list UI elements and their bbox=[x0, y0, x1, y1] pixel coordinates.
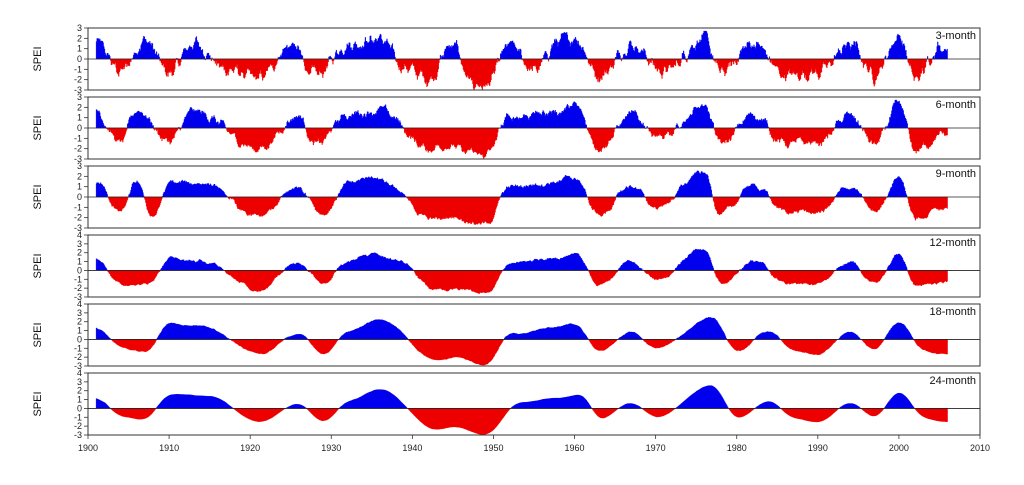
y-tick-label: -1 bbox=[74, 274, 82, 284]
y-tick-label: 1 bbox=[77, 257, 82, 267]
panel-label: 24-month bbox=[930, 375, 976, 387]
y-tick-label: -3 bbox=[74, 430, 82, 440]
y-tick-label: 2 bbox=[77, 102, 82, 112]
y-tick-label: -2 bbox=[74, 283, 82, 293]
panel-frame bbox=[87, 27, 981, 91]
panel-label: 3-month bbox=[936, 30, 976, 42]
y-tick-label: -2 bbox=[74, 352, 82, 362]
x-tick-label: 1930 bbox=[321, 443, 341, 453]
y-tick-label: 2 bbox=[77, 386, 82, 396]
y-tick-label: -2 bbox=[74, 144, 82, 154]
y-tick-label: -1 bbox=[74, 64, 82, 74]
y-tick-label: -1 bbox=[74, 343, 82, 353]
y-tick-label: -2 bbox=[74, 75, 82, 85]
panel-label: 9-month bbox=[936, 168, 976, 180]
y-tick-label: 0 bbox=[77, 123, 82, 133]
y-tick-label: 0 bbox=[77, 54, 82, 64]
x-tick-label: 2000 bbox=[889, 443, 909, 453]
series-negative-area bbox=[110, 58, 935, 90]
y-tick-label: 2 bbox=[77, 171, 82, 181]
y-tick-label: 1 bbox=[77, 182, 82, 192]
y-tick-label: -1 bbox=[74, 133, 82, 143]
y-tick-label: -3 bbox=[74, 85, 82, 95]
series-positive-area bbox=[95, 99, 908, 129]
panel-frame bbox=[87, 165, 981, 229]
series-negative-area bbox=[106, 127, 948, 159]
y-axis-label: SPEI bbox=[32, 46, 44, 71]
x-tick-label: 2010 bbox=[970, 443, 990, 453]
y-axis-label: SPEI bbox=[32, 391, 44, 416]
panel-frame bbox=[87, 372, 981, 436]
x-tick-label: 1970 bbox=[646, 443, 666, 453]
y-tick-label: 1 bbox=[77, 113, 82, 123]
series-positive-area bbox=[95, 385, 915, 409]
y-tick-label: -3 bbox=[74, 154, 82, 164]
x-axis: 1900 1910 1920 1930 1940 1950 1960 1970 1980 1990… bbox=[78, 435, 990, 453]
y-tick-label: 3 bbox=[77, 92, 82, 102]
y-tick-label: 1 bbox=[77, 326, 82, 336]
y-tick-label: 1 bbox=[77, 395, 82, 405]
x-tick-label: 1980 bbox=[727, 443, 747, 453]
y-tick-label: 4 bbox=[77, 368, 82, 378]
y-tick-label: 1 bbox=[77, 44, 82, 54]
x-tick-label: 1950 bbox=[483, 443, 503, 453]
y-tick-label: 3 bbox=[77, 377, 82, 387]
series-positive-area bbox=[95, 170, 908, 198]
y-tick-label: -1 bbox=[74, 412, 82, 422]
panel-label: 18-month bbox=[930, 306, 976, 318]
y-tick-label: 4 bbox=[77, 230, 82, 240]
series-negative-area bbox=[108, 196, 948, 225]
x-tick-label: 1910 bbox=[159, 443, 179, 453]
series-positive-area bbox=[95, 317, 914, 340]
x-tick-label: 1990 bbox=[808, 443, 828, 453]
y-tick-label: 3 bbox=[77, 23, 82, 33]
x-tick-label: 1960 bbox=[565, 443, 585, 453]
x-tick-label: 1920 bbox=[240, 443, 260, 453]
y-tick-label: 3 bbox=[77, 161, 82, 171]
y-tick-label: -3 bbox=[74, 292, 82, 302]
panel-label: 12-month bbox=[930, 237, 976, 249]
y-axis-label: SPEI bbox=[32, 184, 44, 209]
y-tick-label: 3 bbox=[77, 239, 82, 249]
series-negative-area bbox=[110, 408, 948, 435]
y-tick-label: -3 bbox=[74, 223, 82, 233]
series-positive-area bbox=[95, 30, 948, 60]
panel-frame bbox=[87, 96, 981, 160]
y-tick-label: 2 bbox=[77, 317, 82, 327]
y-tick-label: 0 bbox=[77, 265, 82, 275]
x-tick-label: 1940 bbox=[402, 443, 422, 453]
y-tick-label: 0 bbox=[77, 403, 82, 413]
y-tick-label: 2 bbox=[77, 248, 82, 258]
y-tick-label: 0 bbox=[77, 334, 82, 344]
y-axis-label: SPEI bbox=[32, 115, 44, 140]
y-tick-label: -3 bbox=[74, 361, 82, 371]
y-axis-label: SPEI bbox=[32, 322, 44, 347]
y-tick-label: 2 bbox=[77, 33, 82, 43]
y-tick-label: 3 bbox=[77, 308, 82, 318]
y-tick-label: -2 bbox=[74, 421, 82, 431]
y-tick-label: -2 bbox=[74, 213, 82, 223]
panels-group: 3210-1-2-3SPEI3-month3210-1-2-3SPEI6-mon… bbox=[32, 23, 981, 440]
series-negative-area bbox=[107, 270, 948, 295]
y-axis-label: SPEI bbox=[32, 253, 44, 278]
panel-frame bbox=[87, 303, 981, 367]
series-positive-area bbox=[95, 248, 908, 271]
y-tick-label: 4 bbox=[77, 299, 82, 309]
y-tick-label: 0 bbox=[77, 192, 82, 202]
y-tick-label: -1 bbox=[74, 202, 82, 212]
series-negative-area bbox=[110, 339, 948, 366]
x-tick-label: 1900 bbox=[78, 443, 98, 453]
panel-frame bbox=[87, 234, 981, 298]
panel-label: 6-month bbox=[936, 99, 976, 111]
